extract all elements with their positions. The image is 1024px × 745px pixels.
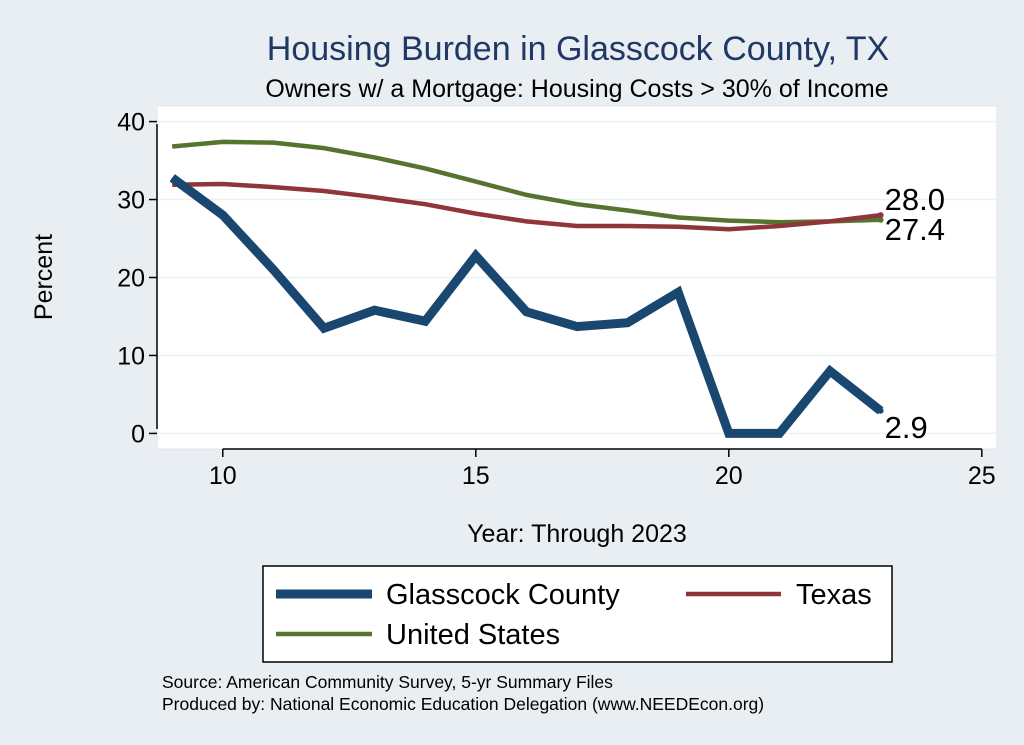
x-tick-label: 15 (462, 462, 490, 490)
y-tick-label: 30 (117, 187, 145, 215)
chart-subtitle: Owners w/ a Mortgage: Housing Costs > 30… (265, 75, 888, 103)
gridlines (157, 120, 997, 435)
y-tick-label: 40 (117, 109, 145, 137)
series-layer (169, 139, 884, 438)
source-line-1: Source: American Community Survey, 5-yr … (162, 672, 613, 692)
end-label-texas: 28.0 (885, 182, 945, 217)
source-line-2: Produced by: National Economic Education… (162, 694, 764, 714)
legend: Glasscock County Texas United States (276, 579, 872, 651)
x-tick-label: 10 (209, 462, 237, 490)
y-axis: 0 10 20 30 40 (117, 109, 158, 448)
series-end-point-united-states (877, 216, 884, 223)
x-tick-label: 25 (968, 462, 996, 490)
y-tick-label: 0 (131, 420, 145, 448)
y-tick-label: 20 (117, 265, 145, 293)
series-end-point-texas (877, 212, 884, 219)
legend-label-texas: Texas (796, 579, 872, 611)
series-line-united-states (171, 139, 881, 225)
series-line-glasscock-county (169, 174, 884, 438)
end-label-united-states: 27.4 (885, 212, 945, 247)
x-tick-label: 20 (715, 462, 743, 490)
y-axis-title: Percent (30, 234, 58, 320)
x-axis-title: Year: Through 2023 (467, 520, 687, 548)
end-labels: 2.9 28.027.4 (885, 182, 945, 445)
end-label-glasscock-county: 2.9 (885, 410, 928, 445)
series-line-texas (172, 181, 881, 232)
legend-label-united-states: United States (386, 619, 560, 651)
series-end-point-glasscock-county (877, 407, 884, 414)
y-tick-label: 10 (117, 342, 145, 370)
legend-label-glasscock-county: Glasscock County (386, 579, 620, 611)
chart-title: Housing Burden in Glasscock County, TX (267, 30, 889, 68)
x-axis: 10 15 20 25 (209, 448, 996, 490)
legend-box (262, 565, 893, 663)
